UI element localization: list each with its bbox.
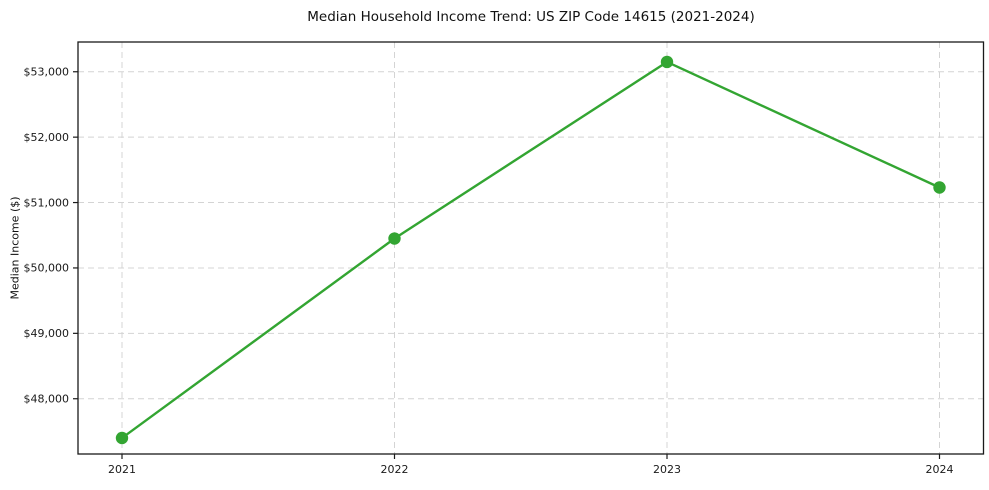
x-tick-label: 2022 bbox=[381, 463, 409, 476]
y-tick-label: $50,000 bbox=[24, 262, 70, 275]
data-point-2023 bbox=[660, 55, 674, 69]
y-tick-label: $53,000 bbox=[24, 66, 70, 79]
y-tick-label: $51,000 bbox=[24, 196, 70, 209]
x-tick-label: 2024 bbox=[926, 463, 954, 476]
x-tick-label: 2021 bbox=[108, 463, 136, 476]
data-point-2024 bbox=[933, 181, 946, 194]
axis-frame bbox=[77, 41, 985, 455]
y-tick-label: $52,000 bbox=[24, 131, 70, 144]
y-tick-label: $49,000 bbox=[24, 327, 70, 340]
trend-line bbox=[120, 60, 941, 440]
chart-title: Median Household Income Trend: US ZIP Co… bbox=[307, 9, 755, 25]
x-tick-label: 2023 bbox=[653, 463, 681, 476]
data-point-2021 bbox=[115, 431, 129, 445]
data-point-2022 bbox=[388, 232, 401, 245]
y-tick-label: $48,000 bbox=[24, 393, 70, 406]
